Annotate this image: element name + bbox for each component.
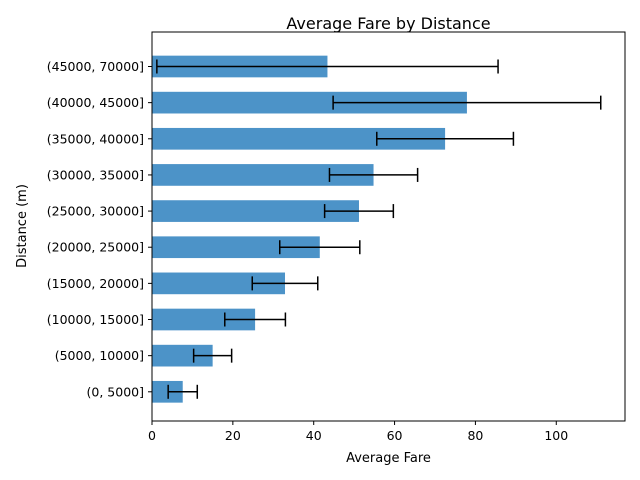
x-axis-label: Average Fare (346, 451, 431, 466)
error-bar (332, 95, 602, 110)
error-bar (251, 276, 319, 291)
x-axis-ticks: 0 20 40 60 80 100 (148, 421, 568, 443)
error-bar (376, 131, 515, 146)
x-tick-label: 40 (306, 428, 322, 443)
y-tick-label: (15000, 20000] (47, 276, 144, 291)
error-bar (167, 384, 199, 399)
bar (152, 91, 467, 114)
chart-title: Average Fare by Distance (286, 14, 490, 33)
error-bar (279, 240, 361, 255)
y-tick-label: (5000, 10000] (55, 348, 144, 363)
bar (152, 200, 359, 222)
y-axis-ticks: (0, 5000] (5000, 10000] (10000, 15000] (150… (47, 59, 152, 399)
error-bar (192, 348, 233, 363)
plot-frame (151, 31, 626, 422)
errorbars-group (156, 59, 602, 399)
x-tick-label: 20 (225, 428, 241, 443)
y-tick-label: (35000, 40000] (47, 131, 144, 146)
y-tick-label: (10000, 15000] (47, 312, 144, 327)
bar (152, 380, 183, 403)
bar (152, 344, 213, 367)
bar (152, 164, 374, 186)
error-bar (323, 204, 395, 219)
y-tick-label: (0, 5000] (87, 384, 144, 399)
error-bar (328, 167, 419, 182)
y-tick-label: (30000, 35000] (47, 167, 144, 182)
y-tick-label: (20000, 25000] (47, 240, 144, 255)
x-tick-label: 0 (148, 428, 156, 443)
bars-group (152, 55, 467, 403)
y-tick-label: (25000, 30000] (47, 204, 144, 219)
error-bar (156, 59, 499, 74)
y-tick-label: (40000, 45000] (47, 95, 144, 110)
x-tick-label: 80 (467, 428, 483, 443)
error-bar (224, 312, 287, 327)
bar (152, 236, 320, 259)
y-axis-label: Distance (m) (15, 184, 30, 268)
bar (152, 308, 256, 331)
x-tick-label: 100 (544, 428, 568, 443)
y-tick-label: (45000, 70000] (47, 59, 144, 74)
bar (152, 127, 446, 150)
x-tick-label: 60 (387, 428, 403, 443)
